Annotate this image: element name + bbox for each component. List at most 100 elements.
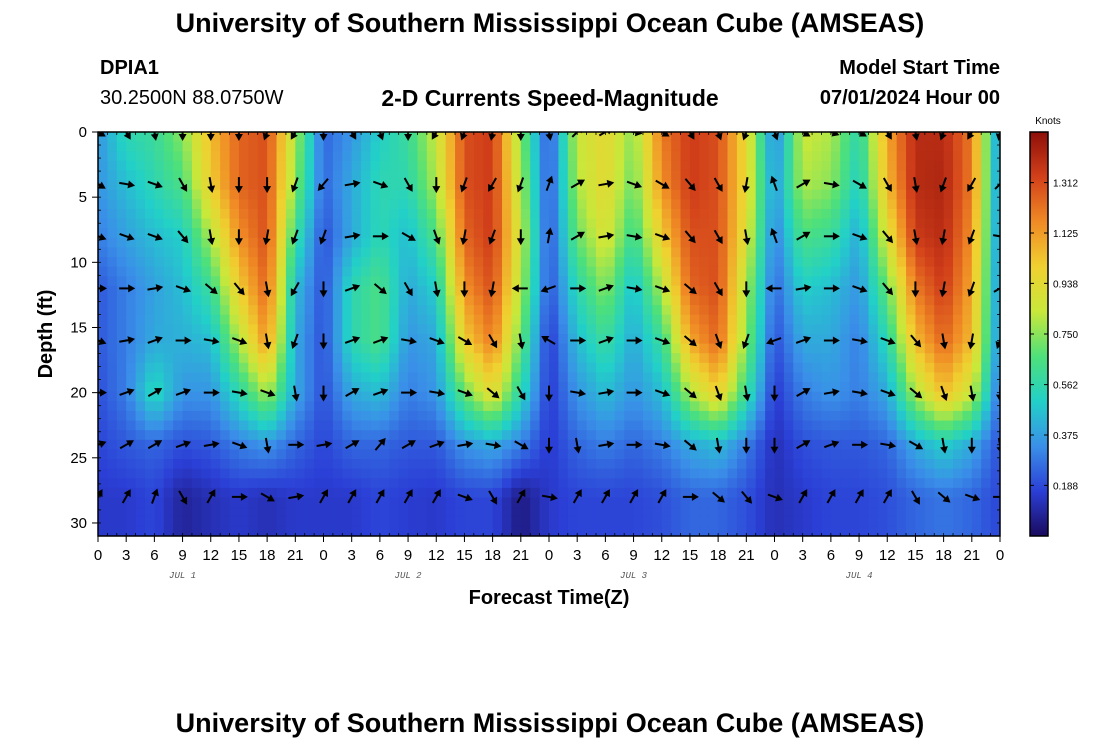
heatmap-cell [323, 247, 334, 258]
heatmap-cell [126, 487, 137, 499]
heatmap-cell [370, 170, 381, 181]
heatmap-cell [107, 420, 118, 431]
heatmap-cell [398, 468, 409, 479]
heatmap-cell [605, 247, 616, 258]
heatmap-cell [849, 430, 860, 441]
heatmap-cell [304, 526, 315, 536]
heatmap-cell [398, 478, 409, 489]
y-tick-label: 10 [70, 254, 87, 271]
heatmap-cell [567, 526, 578, 536]
heatmap-cell [98, 160, 108, 172]
heatmap-cell [285, 266, 296, 277]
heatmap-cell [736, 276, 747, 287]
heatmap-cell [144, 353, 155, 364]
heatmap-cell [971, 247, 982, 258]
heatmap-cell [417, 276, 428, 287]
heatmap-cell [633, 314, 644, 325]
heatmap-cell [624, 208, 635, 220]
heatmap-cell [671, 141, 682, 152]
heatmap-cell [276, 382, 287, 393]
heatmap-cell [924, 497, 935, 508]
heatmap-cell [708, 353, 719, 364]
heatmap-cell [116, 478, 127, 489]
heatmap-cell [426, 305, 437, 316]
heatmap-cell [971, 151, 982, 162]
heatmap-cell [389, 295, 400, 306]
heatmap-cell [248, 228, 259, 239]
heatmap-cell [793, 401, 804, 412]
heatmap-cell [577, 141, 588, 152]
heatmap-cell [332, 295, 343, 306]
heatmap-cell [915, 266, 926, 277]
current-arrow [964, 493, 981, 502]
heatmap-cell [304, 208, 315, 220]
heatmap-cell [981, 276, 992, 287]
heatmap-cell [849, 468, 860, 479]
heatmap-cell [511, 449, 522, 460]
heatmap-cell [267, 362, 278, 374]
heatmap-cell [821, 507, 832, 518]
heatmap-cell [962, 372, 973, 383]
heatmap-cell [107, 334, 118, 345]
heatmap-cell [455, 507, 466, 518]
heatmap-cell [229, 391, 240, 402]
heatmap-cell [314, 430, 325, 441]
heatmap-cell [408, 266, 419, 277]
heatmap-cell [248, 410, 259, 422]
heatmap-cell [830, 391, 841, 402]
heatmap-cell [126, 526, 137, 536]
heatmap-cell [332, 285, 343, 297]
heatmap-cell [971, 266, 982, 277]
heatmap-cell [567, 516, 578, 527]
heatmap-cell [389, 237, 400, 249]
heatmap-cell [558, 372, 569, 383]
heatmap-cell [586, 295, 597, 306]
heatmap-cell [426, 199, 437, 210]
heatmap-cell [154, 218, 165, 229]
heatmap-cell [774, 372, 785, 383]
current-arrow [175, 388, 192, 396]
heatmap-cell [934, 247, 945, 258]
heatmap-cell [812, 151, 823, 162]
heatmap-cell [840, 420, 851, 431]
heatmap-cell [736, 305, 747, 316]
heatmap-cell [332, 439, 343, 451]
heatmap-cell [154, 420, 165, 431]
heatmap-cell [408, 199, 419, 210]
heatmap-cell [116, 497, 127, 508]
heatmap-cell [116, 305, 127, 316]
heatmap-cell [370, 353, 381, 364]
heatmap-cell [671, 410, 682, 422]
heatmap-cell [783, 459, 794, 470]
heatmap-cell [201, 180, 212, 191]
heatmap-cell [455, 228, 466, 239]
heatmap-cell [389, 247, 400, 258]
heatmap-cell [755, 132, 766, 143]
heatmap-cell [971, 160, 982, 172]
heatmap-cell [708, 295, 719, 306]
heatmap-cell [464, 218, 475, 229]
heatmap-cell [351, 526, 362, 536]
heatmap-cell [520, 401, 531, 412]
heatmap-cell [736, 372, 747, 383]
heatmap-cell [473, 189, 484, 200]
heatmap-cell [830, 237, 841, 249]
heatmap-cell [135, 439, 146, 451]
heatmap-cell [511, 199, 522, 210]
heatmap-cell [934, 430, 945, 441]
heatmap-cell [229, 353, 240, 364]
heatmap-cell [793, 516, 804, 527]
heatmap-cell [821, 266, 832, 277]
heatmap-cell [276, 334, 287, 345]
heatmap-cell [680, 410, 691, 422]
heatmap-cell [755, 497, 766, 508]
heatmap-cell [821, 391, 832, 402]
heatmap-cell [736, 430, 747, 441]
heatmap-cell [267, 247, 278, 258]
heatmap-cell [191, 362, 202, 374]
heatmap-cell [802, 459, 813, 470]
heatmap-cell [906, 295, 917, 306]
current-arrow [175, 285, 192, 293]
heatmap-cell [830, 228, 841, 239]
heatmap-cell [877, 372, 888, 383]
